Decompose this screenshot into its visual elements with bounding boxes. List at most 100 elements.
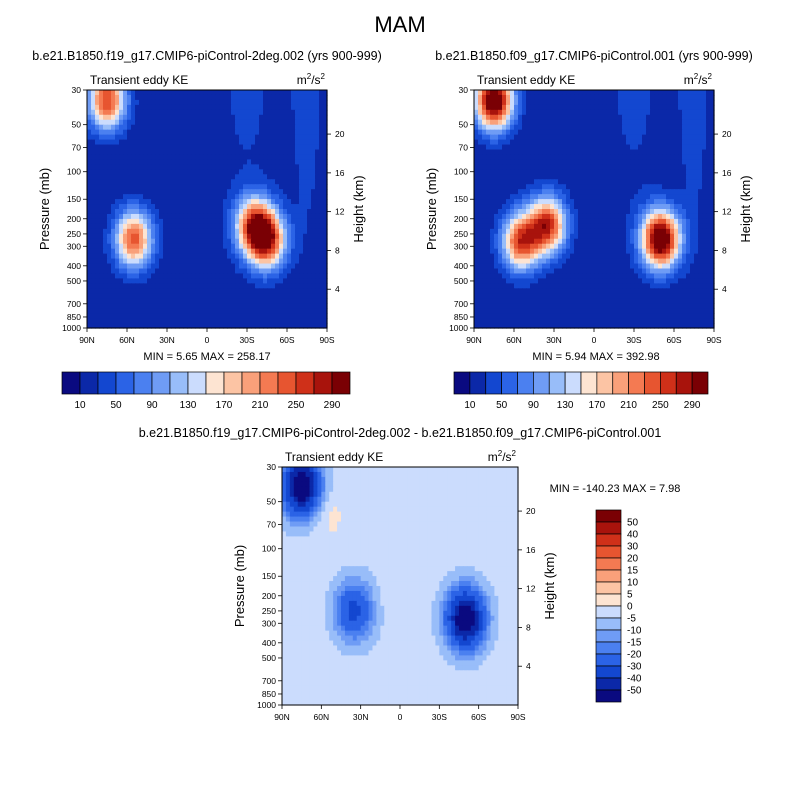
field-cell bbox=[267, 94, 272, 101]
field-cell bbox=[275, 90, 280, 96]
field-cell bbox=[510, 228, 515, 235]
field-cell bbox=[586, 223, 591, 230]
field-cell bbox=[534, 134, 539, 141]
field-cell bbox=[538, 238, 543, 245]
field-cell bbox=[111, 288, 116, 294]
field-cell bbox=[307, 94, 312, 101]
field-cell bbox=[474, 238, 479, 245]
field-cell bbox=[686, 104, 691, 111]
field-cell bbox=[299, 169, 304, 175]
field-cell bbox=[251, 129, 256, 136]
field-cell bbox=[211, 298, 216, 304]
field-cell bbox=[123, 209, 128, 215]
field-cell bbox=[518, 223, 523, 230]
field-cell bbox=[255, 94, 260, 101]
field-cell bbox=[215, 303, 220, 309]
field-cell bbox=[538, 109, 543, 116]
field-cell bbox=[215, 144, 220, 151]
field-cell bbox=[538, 243, 543, 250]
field-cell bbox=[131, 94, 136, 101]
field-cell bbox=[239, 323, 244, 329]
field-cell bbox=[103, 288, 108, 294]
field-cell bbox=[646, 179, 651, 185]
field-cell bbox=[562, 228, 567, 235]
field-cell bbox=[271, 134, 276, 141]
field-cell bbox=[562, 179, 567, 185]
field-cell bbox=[91, 313, 96, 319]
field-cell bbox=[319, 223, 324, 230]
field-cell bbox=[199, 323, 204, 329]
field-cell bbox=[167, 293, 172, 299]
field-cell bbox=[674, 184, 679, 190]
field-cell bbox=[235, 278, 240, 284]
field-cell bbox=[299, 263, 304, 270]
field-cell bbox=[271, 228, 276, 235]
field-cell bbox=[195, 99, 200, 106]
field-cell bbox=[630, 164, 635, 170]
field-cell bbox=[490, 228, 495, 235]
field-cell bbox=[175, 199, 180, 205]
field-cell bbox=[291, 144, 296, 151]
field-cell bbox=[215, 278, 220, 284]
field-cell bbox=[658, 209, 663, 215]
field-cell bbox=[558, 248, 563, 255]
field-cell bbox=[263, 114, 268, 121]
field-cell bbox=[243, 273, 248, 280]
field-cell bbox=[263, 318, 268, 324]
field-cell bbox=[634, 179, 639, 185]
field-cell bbox=[139, 169, 144, 175]
field-cell bbox=[175, 194, 180, 200]
field-cell bbox=[610, 149, 615, 156]
field-cell bbox=[143, 223, 148, 230]
field-cell bbox=[187, 293, 192, 299]
field-cell bbox=[658, 233, 663, 240]
field-cell bbox=[115, 213, 120, 220]
field-cell bbox=[239, 268, 244, 275]
field-cell bbox=[662, 238, 667, 245]
field-cell bbox=[582, 94, 587, 101]
field-cell bbox=[143, 199, 148, 205]
field-cell bbox=[303, 134, 308, 141]
field-cell bbox=[263, 134, 268, 141]
field-cell bbox=[103, 114, 108, 121]
field-cell bbox=[642, 184, 647, 190]
field-cell bbox=[554, 228, 559, 235]
field-cell bbox=[582, 104, 587, 111]
field-cell bbox=[195, 149, 200, 156]
field-cell bbox=[622, 238, 627, 245]
field-cell bbox=[163, 293, 168, 299]
field-cell bbox=[187, 119, 192, 126]
field-cell bbox=[518, 99, 523, 106]
field-cell bbox=[323, 189, 328, 195]
field-cell bbox=[199, 204, 204, 210]
field-cell bbox=[674, 169, 679, 175]
field-cell bbox=[630, 179, 635, 185]
field-cell bbox=[271, 323, 276, 329]
field-cell bbox=[614, 104, 619, 111]
field-cell bbox=[506, 194, 511, 200]
field-cell bbox=[522, 94, 527, 101]
field-cell bbox=[251, 184, 256, 190]
field-cell bbox=[319, 213, 324, 220]
field-cell bbox=[183, 114, 188, 121]
field-cell bbox=[183, 323, 188, 329]
field-cell bbox=[542, 199, 547, 205]
field-cell bbox=[203, 159, 208, 165]
field-cell bbox=[506, 233, 511, 240]
field-cell bbox=[203, 139, 208, 146]
field-cell bbox=[323, 169, 328, 175]
field-cell bbox=[195, 213, 200, 220]
field-cell bbox=[199, 243, 204, 250]
field-cell bbox=[518, 174, 523, 180]
field-cell bbox=[111, 139, 116, 146]
field-cell bbox=[135, 283, 140, 289]
field-cell bbox=[514, 253, 519, 260]
field-cell bbox=[323, 179, 328, 185]
field-cell bbox=[263, 278, 268, 284]
field-cell bbox=[582, 253, 587, 260]
field-cell bbox=[207, 124, 212, 131]
field-cell bbox=[542, 253, 547, 260]
field-cell bbox=[139, 209, 144, 215]
field-cell bbox=[239, 218, 244, 225]
field-cell bbox=[175, 174, 180, 180]
